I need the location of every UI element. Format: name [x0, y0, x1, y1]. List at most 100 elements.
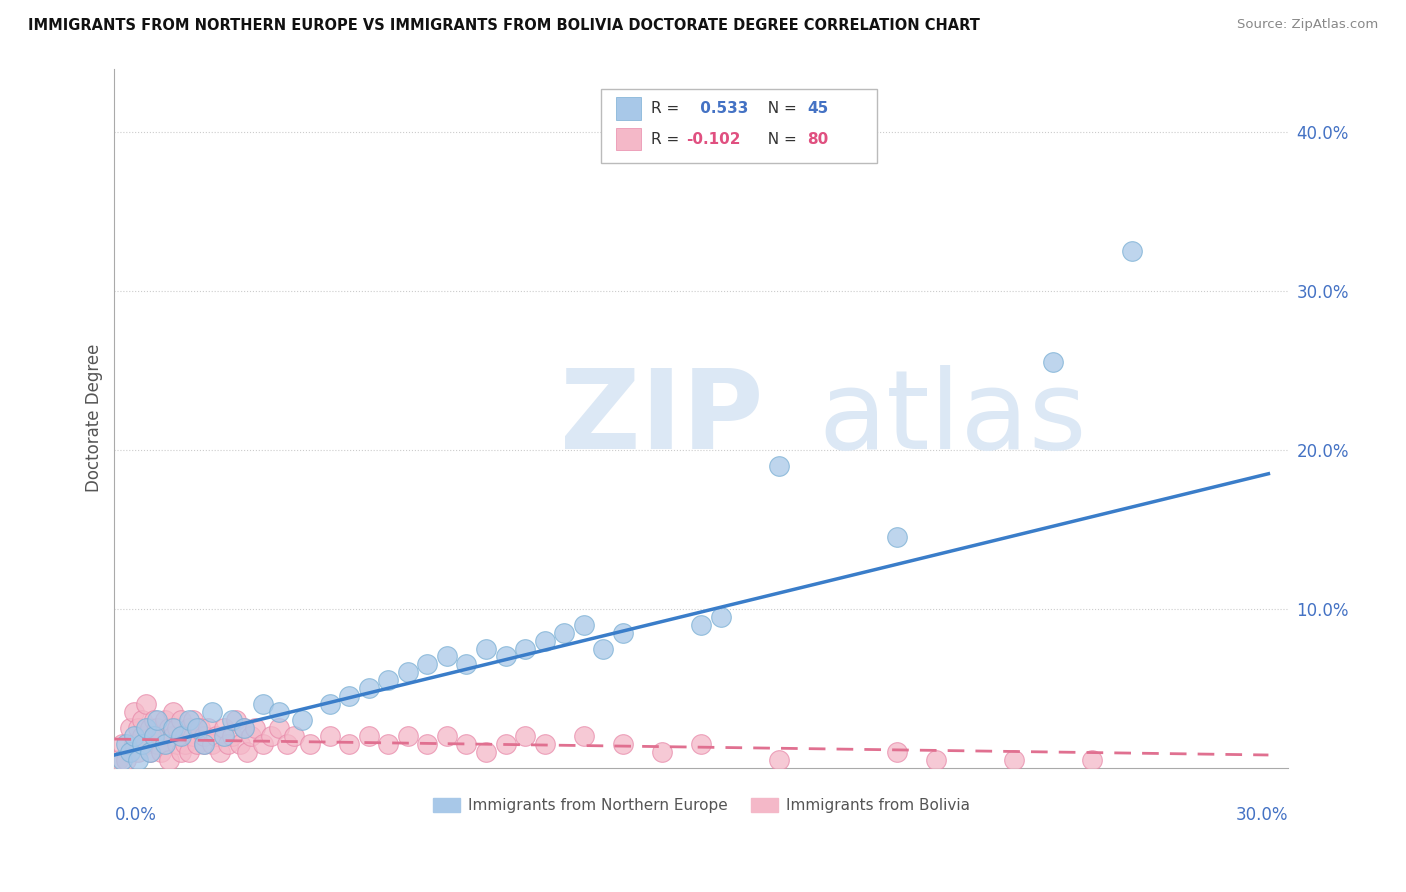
Point: [107, 753, 129, 767]
Point: [170, 729, 193, 743]
Point: [690, 737, 713, 751]
FancyBboxPatch shape: [616, 128, 641, 151]
Point: [276, 737, 298, 751]
Point: [193, 737, 215, 751]
Text: ZIP: ZIP: [561, 365, 763, 472]
Point: [1042, 355, 1064, 369]
Point: [205, 729, 228, 743]
Point: [228, 737, 250, 751]
Point: [186, 737, 208, 751]
Point: [377, 673, 399, 688]
Point: [318, 729, 340, 743]
Point: [377, 737, 399, 751]
Point: [142, 713, 165, 727]
Point: [690, 617, 713, 632]
Point: [318, 697, 340, 711]
Point: [135, 721, 157, 735]
Point: [232, 721, 254, 735]
Point: [298, 737, 321, 751]
Point: [166, 737, 188, 751]
Point: [146, 737, 169, 751]
Point: [186, 721, 208, 735]
Point: [138, 745, 160, 759]
Point: [111, 753, 134, 767]
Point: [146, 721, 169, 735]
Text: 0.533: 0.533: [696, 101, 749, 116]
Point: [651, 745, 673, 759]
Point: [162, 721, 184, 735]
Point: [131, 713, 153, 727]
Point: [572, 617, 595, 632]
Point: [267, 721, 290, 735]
Point: [201, 737, 224, 751]
Point: [122, 737, 145, 751]
Point: [197, 721, 219, 735]
Point: [177, 745, 200, 759]
Point: [768, 458, 790, 473]
Point: [142, 729, 165, 743]
Point: [553, 625, 575, 640]
Point: [120, 721, 142, 735]
Point: [212, 721, 235, 735]
Point: [122, 729, 145, 743]
Text: atlas: atlas: [818, 365, 1087, 472]
Point: [612, 625, 634, 640]
Point: [127, 745, 149, 759]
Point: [572, 729, 595, 743]
Point: [533, 633, 555, 648]
Point: [768, 753, 790, 767]
Point: [138, 721, 160, 735]
Point: [245, 721, 267, 735]
Text: Source: ZipAtlas.com: Source: ZipAtlas.com: [1237, 18, 1378, 31]
Point: [475, 641, 498, 656]
Point: [173, 737, 195, 751]
Point: [240, 729, 263, 743]
Text: R =: R =: [651, 132, 683, 146]
Point: [122, 705, 145, 719]
Point: [115, 753, 138, 767]
Point: [142, 729, 165, 743]
Point: [225, 713, 247, 727]
Point: [155, 737, 177, 751]
Point: [115, 737, 138, 751]
Point: [416, 737, 439, 751]
Point: [138, 745, 160, 759]
Point: [131, 737, 153, 751]
Y-axis label: Doctorate Degree: Doctorate Degree: [86, 344, 103, 492]
Point: [886, 530, 908, 544]
Point: [357, 681, 380, 696]
Point: [456, 657, 478, 672]
Text: 30.0%: 30.0%: [1236, 806, 1288, 824]
Point: [162, 705, 184, 719]
Point: [236, 745, 259, 759]
Point: [232, 721, 254, 735]
Text: 45: 45: [807, 101, 828, 116]
Point: [252, 697, 274, 711]
Text: IMMIGRANTS FROM NORTHERN EUROPE VS IMMIGRANTS FROM BOLIVIA DOCTORATE DEGREE CORR: IMMIGRANTS FROM NORTHERN EUROPE VS IMMIG…: [28, 18, 980, 33]
Point: [612, 737, 634, 751]
Point: [221, 729, 243, 743]
Point: [283, 729, 305, 743]
Point: [533, 737, 555, 751]
Point: [925, 753, 948, 767]
Point: [146, 713, 169, 727]
Point: [120, 745, 142, 759]
Point: [337, 689, 360, 703]
Point: [1002, 753, 1025, 767]
Point: [221, 713, 243, 727]
Text: -0.102: -0.102: [686, 132, 741, 146]
Point: [495, 737, 517, 751]
FancyBboxPatch shape: [602, 89, 877, 163]
Text: N =: N =: [758, 101, 801, 116]
Point: [127, 721, 149, 735]
Point: [515, 641, 537, 656]
Point: [357, 729, 380, 743]
Point: [193, 729, 215, 743]
Text: N =: N =: [758, 132, 801, 146]
Point: [201, 705, 224, 719]
Point: [1081, 753, 1104, 767]
Point: [162, 729, 184, 743]
Point: [475, 745, 498, 759]
Point: [212, 729, 235, 743]
Point: [337, 737, 360, 751]
